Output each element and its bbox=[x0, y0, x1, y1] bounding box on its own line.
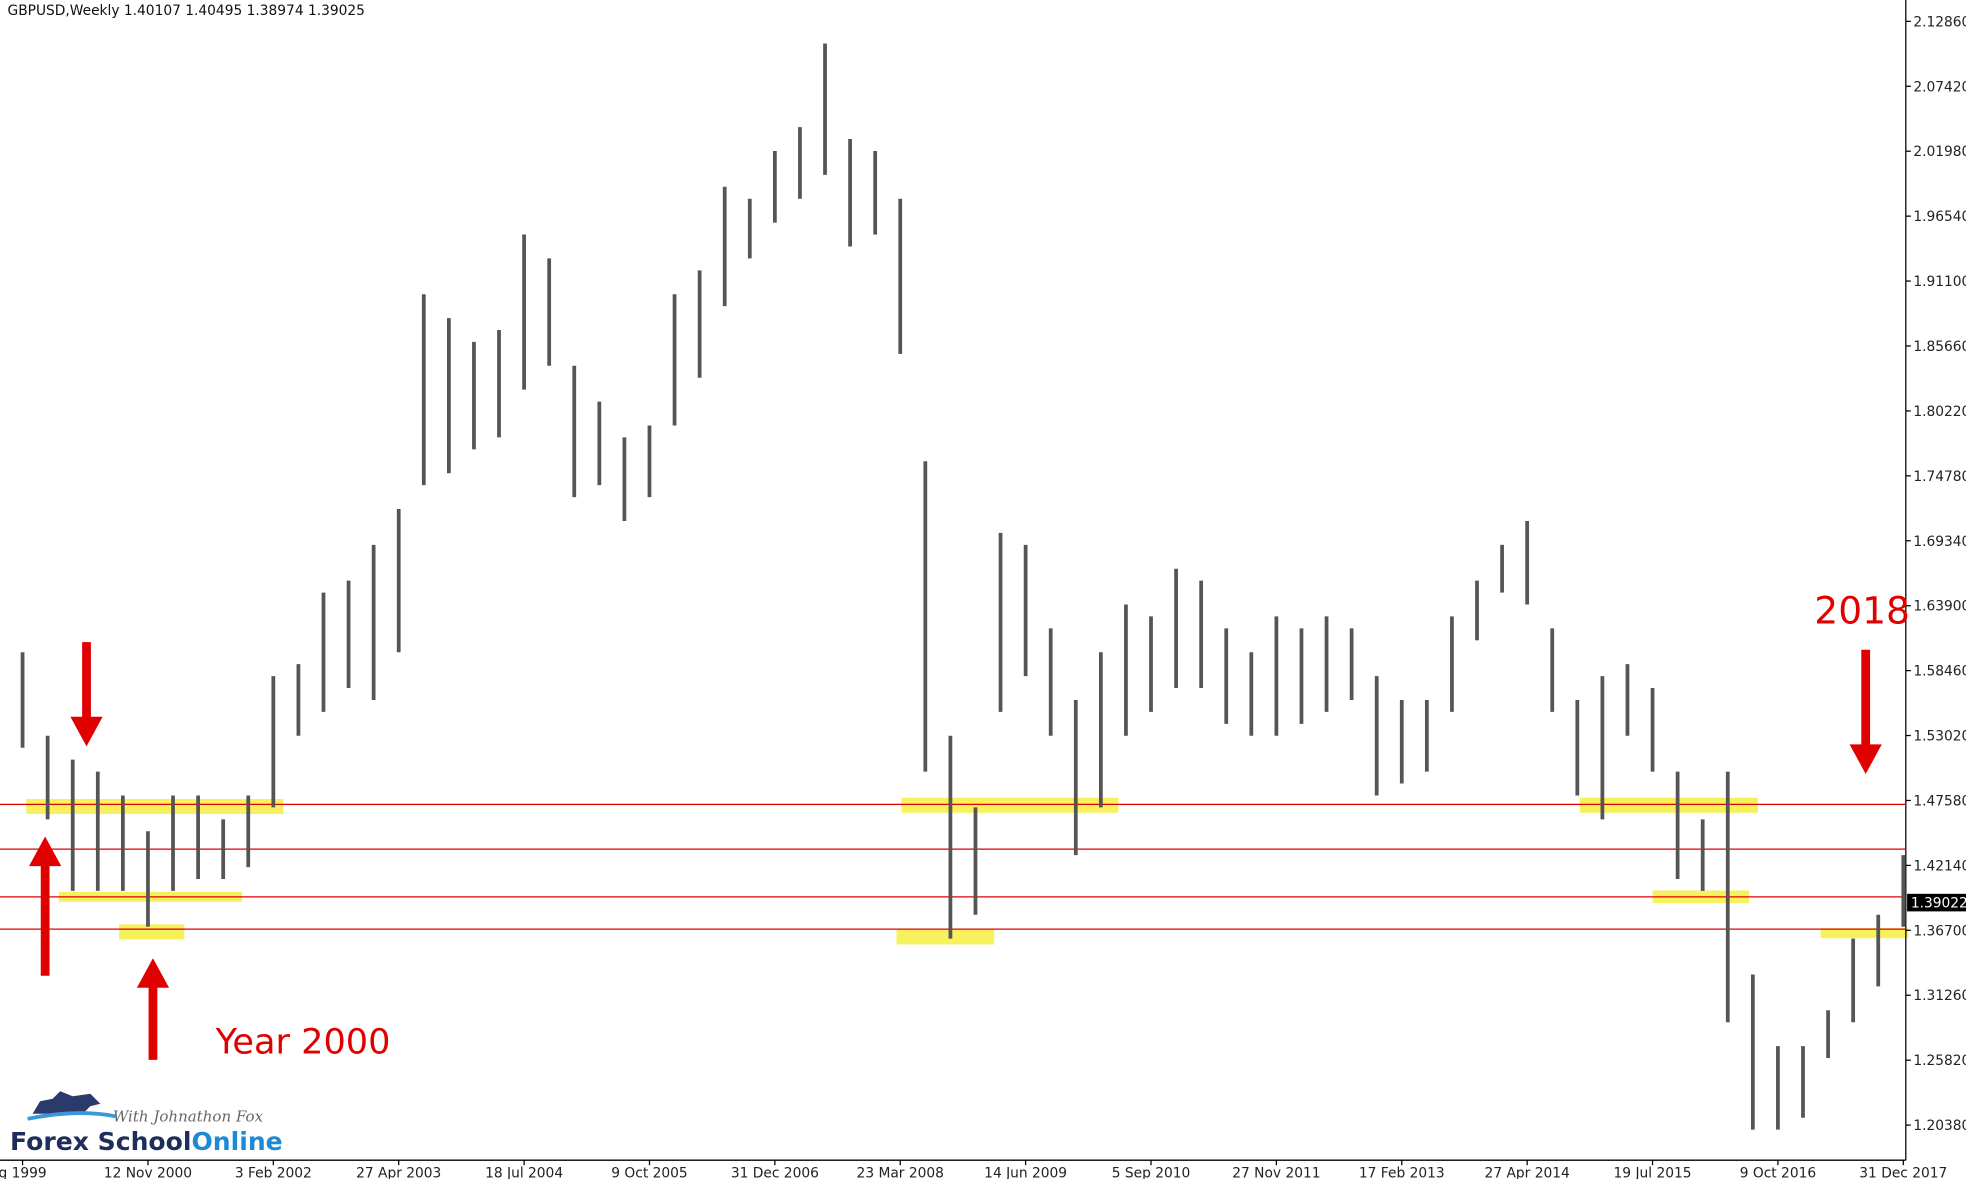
chart-title: GBPUSD,Weekly 1.40107 1.40495 1.38974 1.… bbox=[8, 3, 365, 19]
x-tick-label: 31 Dec 2006 bbox=[731, 1166, 819, 1179]
arrow-head bbox=[29, 836, 62, 867]
x-tick-label: 31 Dec 2017 bbox=[1859, 1166, 1947, 1179]
x-tick-label: g 1999 bbox=[0, 1166, 47, 1179]
x-tick-label: 17 Feb 2013 bbox=[1359, 1166, 1445, 1179]
y-tick-label: 1.42140 bbox=[1913, 858, 1966, 874]
y-tick-label: 1.96540 bbox=[1913, 209, 1966, 225]
x-tick-label: 14 Jun 2009 bbox=[984, 1166, 1067, 1179]
y-tick-label: 1.53020 bbox=[1913, 729, 1966, 745]
arrow-head bbox=[1849, 744, 1882, 774]
zone bbox=[1820, 928, 1909, 939]
annotation: Year 2000 bbox=[215, 1022, 391, 1063]
x-tick-label: 23 Mar 2008 bbox=[857, 1166, 944, 1179]
y-tick-label: 1.69340 bbox=[1913, 534, 1966, 550]
x-tick-label: 27 Apr 2014 bbox=[1485, 1166, 1570, 1179]
y-tick-label: 1.80220 bbox=[1913, 404, 1966, 420]
x-tick-label: 27 Nov 2011 bbox=[1232, 1166, 1320, 1179]
zone bbox=[1579, 797, 1758, 813]
y-tick-label: 1.85660 bbox=[1913, 339, 1966, 355]
y-tick-label: 2.01980 bbox=[1913, 144, 1966, 160]
x-tick-label: 3 Feb 2002 bbox=[235, 1166, 312, 1179]
y-tick-label: 1.74780 bbox=[1913, 469, 1966, 485]
y-tick-label: 1.47580 bbox=[1913, 793, 1966, 809]
y-tick-label: 2.07420 bbox=[1913, 79, 1966, 95]
zone bbox=[119, 924, 185, 940]
x-tick-label: 19 Jul 2015 bbox=[1614, 1166, 1692, 1179]
y-tick-label: 1.63900 bbox=[1913, 599, 1966, 615]
zone bbox=[896, 929, 995, 945]
y-tick-label: 1.31260 bbox=[1913, 988, 1966, 1004]
arrow-head bbox=[136, 958, 170, 988]
zone bbox=[26, 798, 284, 815]
x-tick-label: 12 Nov 2000 bbox=[104, 1166, 192, 1179]
arrow-head bbox=[70, 716, 103, 747]
x-tick-label: 9 Oct 2016 bbox=[1740, 1166, 1816, 1179]
y-tick-label: 1.58460 bbox=[1913, 664, 1966, 680]
y-tick-label: 1.25820 bbox=[1913, 1053, 1966, 1069]
y-tick-label: 1.36700 bbox=[1913, 923, 1966, 939]
y-tick-label: 1.91100 bbox=[1913, 274, 1966, 290]
y-tick-label: 2.12860 bbox=[1913, 14, 1966, 30]
price-label: 1.39022 bbox=[1911, 896, 1966, 912]
logo-tagline: With Johnathon Fox bbox=[113, 1107, 264, 1125]
logo-icon bbox=[32, 1091, 101, 1114]
x-tick-label: 18 Jul 2004 bbox=[485, 1166, 563, 1179]
annotation: 2018 bbox=[1814, 588, 1910, 632]
logo-brand: Forex SchoolOnline bbox=[10, 1127, 283, 1156]
zone bbox=[901, 797, 1119, 813]
price-label-box bbox=[1907, 893, 1966, 912]
logo-brand-accent: Online bbox=[191, 1127, 282, 1156]
logo-swoosh bbox=[27, 1111, 116, 1121]
x-tick-label: 27 Apr 2003 bbox=[356, 1166, 441, 1179]
arrows bbox=[29, 642, 1882, 1060]
y-tick-label: 1.20380 bbox=[1913, 1118, 1966, 1134]
logo-brand-main: Forex School bbox=[10, 1127, 191, 1156]
logo: With Johnathon Fox Forex SchoolOnline bbox=[10, 1091, 283, 1156]
x-tick-label: 9 Oct 2005 bbox=[611, 1166, 687, 1179]
x-tick-label: 5 Sep 2010 bbox=[1112, 1166, 1191, 1179]
